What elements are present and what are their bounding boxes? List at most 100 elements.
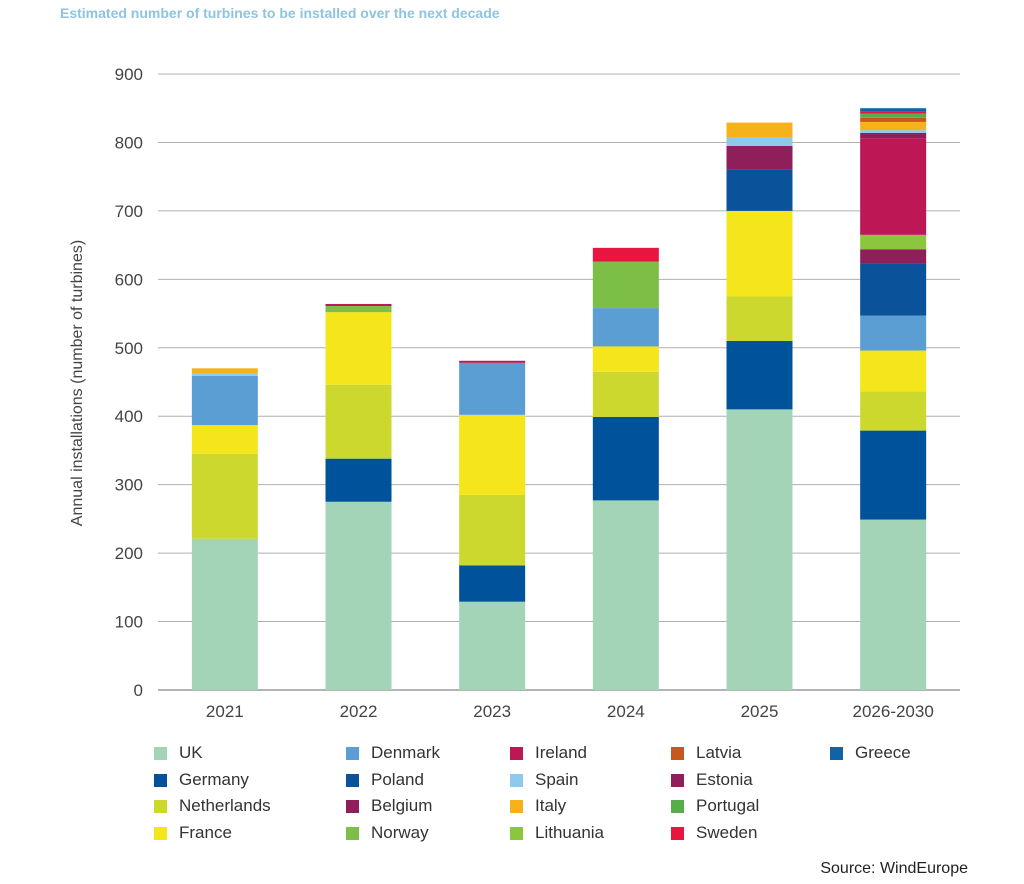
bar-segment-greece-2026-2030 — [860, 108, 927, 112]
legend-swatch — [346, 773, 359, 787]
y-tick-label: 200 — [115, 544, 143, 563]
chart-title: Estimated number of turbines to be insta… — [60, 5, 500, 21]
legend-label: Netherlands — [179, 796, 271, 815]
legend-label: Poland — [371, 770, 424, 789]
x-tick-label: 2025 — [741, 702, 779, 721]
x-tick-label: 2023 — [473, 702, 511, 721]
bar-segment-netherlands-2023 — [459, 494, 526, 566]
legend-swatch — [154, 826, 167, 840]
y-tick-label: 800 — [115, 133, 143, 152]
source-note: Source: WindEurope — [820, 860, 968, 877]
bar-segment-ireland-2023 — [459, 360, 526, 363]
bar-segment-france-2021 — [191, 425, 258, 454]
bar-segment-belgium-2026-2030 — [860, 249, 927, 264]
gridlines — [158, 73, 960, 691]
bar-segment-spain-2026-2030 — [860, 130, 927, 133]
legend-item-sweden: Sweden — [671, 823, 757, 843]
bar-segment-ireland-2026-2030 — [860, 138, 927, 235]
legend-swatch — [671, 799, 684, 813]
legend-item-ireland: Ireland — [510, 743, 587, 763]
bar-segment-germany-2023 — [459, 565, 526, 602]
bar-segment-spain-2025 — [726, 137, 793, 146]
legend-label: Denmark — [371, 743, 440, 762]
bar-segment-sweden-2026-2030 — [860, 111, 927, 114]
bar-segment-lithuania-2026-2030 — [860, 234, 927, 250]
bar-segment-italy-2021 — [191, 368, 258, 374]
legend-item-uk: UK — [154, 743, 203, 763]
legend-item-estonia: Estonia — [671, 770, 753, 790]
y-tick-label: 100 — [115, 613, 143, 632]
legend-label: Norway — [371, 823, 429, 842]
bar-segment-germany-2026-2030 — [860, 430, 927, 520]
x-tick-label: 2022 — [340, 702, 378, 721]
y-tick-label: 500 — [115, 339, 143, 358]
legend-label: Belgium — [371, 796, 433, 815]
bar-segment-estonia-2025 — [726, 145, 793, 170]
legend-item-netherlands: Netherlands — [154, 796, 271, 816]
bar-segment-netherlands-2024 — [592, 371, 659, 417]
bar-segment-uk-2022 — [325, 501, 392, 690]
legend-item-poland: Poland — [346, 770, 424, 790]
bar-segment-italy-2025 — [726, 122, 793, 138]
bar-segment-poland-2025 — [726, 169, 793, 211]
legend-swatch — [346, 746, 359, 760]
bar-segment-netherlands-2022 — [325, 384, 392, 459]
bar-segment-france-2023 — [459, 414, 526, 495]
y-tick-label: 700 — [115, 202, 143, 221]
legend-label: France — [179, 823, 232, 842]
bar-segment-netherlands-2026-2030 — [860, 391, 927, 431]
legend-swatch — [510, 799, 523, 813]
legend-item-france: France — [154, 823, 232, 843]
bar-segment-poland-2026-2030 — [860, 263, 927, 316]
legend-item-portugal: Portugal — [671, 796, 759, 816]
bar-segment-germany-2022 — [325, 458, 392, 502]
bar-segment-france-2025 — [726, 210, 793, 297]
bar-segment-uk-2023 — [459, 601, 526, 690]
bar-segment-netherlands-2025 — [726, 296, 793, 341]
bar-segment-germany-2025 — [726, 340, 793, 410]
x-tick-label: 2024 — [607, 702, 645, 721]
bar-segment-norway-2024 — [592, 261, 659, 309]
bar-segment-sweden-2024 — [592, 247, 659, 262]
bar-segment-uk-2026-2030 — [860, 519, 927, 690]
bar-segment-estonia-2026-2030 — [860, 132, 927, 139]
bar-segment-denmark-2021 — [191, 375, 258, 426]
legend-label: Ireland — [535, 743, 587, 762]
bar-segment-france-2024 — [592, 346, 659, 372]
legend-swatch — [671, 746, 684, 760]
legend-label: Estonia — [696, 770, 753, 789]
bars — [191, 108, 927, 690]
bar-segment-germany-2024 — [592, 416, 659, 501]
legend-item-italy: Italy — [510, 796, 566, 816]
legend-item-lithuania: Lithuania — [510, 823, 604, 843]
legend-label: Germany — [179, 770, 249, 789]
y-tick-label: 400 — [115, 407, 143, 426]
legend-swatch — [510, 773, 523, 787]
legend-label: Latvia — [696, 743, 742, 762]
y-axis-label: Annual installations (number of turbines… — [69, 240, 86, 526]
legend-swatch — [154, 799, 167, 813]
legend-label: Greece — [855, 743, 911, 762]
bar-segment-france-2022 — [325, 312, 392, 385]
bar-segment-denmark-2026-2030 — [860, 315, 927, 351]
bar-segment-latvia-2026-2030 — [860, 117, 927, 122]
legend-label: Spain — [535, 770, 579, 789]
legend-item-spain: Spain — [510, 770, 578, 790]
legend-swatch — [154, 773, 167, 787]
bar-segment-norway-2022 — [325, 306, 392, 313]
x-tick-label: 2026-2030 — [853, 702, 934, 721]
y-tick-label: 0 — [134, 681, 143, 700]
legend-label: Lithuania — [535, 823, 605, 842]
legend-item-germany: Germany — [154, 770, 249, 790]
legend-label: Portugal — [696, 796, 760, 815]
bar-segment-uk-2025 — [726, 409, 793, 690]
y-tick-label: 900 — [115, 65, 143, 84]
legend-label: Italy — [535, 796, 567, 815]
legend-swatch — [830, 746, 843, 760]
legend-label: UK — [179, 743, 203, 762]
y-tick-label: 600 — [115, 270, 143, 289]
legend-swatch — [671, 826, 684, 840]
x-tick-label: 2021 — [206, 702, 244, 721]
bar-segment-ireland-2022 — [325, 303, 392, 307]
